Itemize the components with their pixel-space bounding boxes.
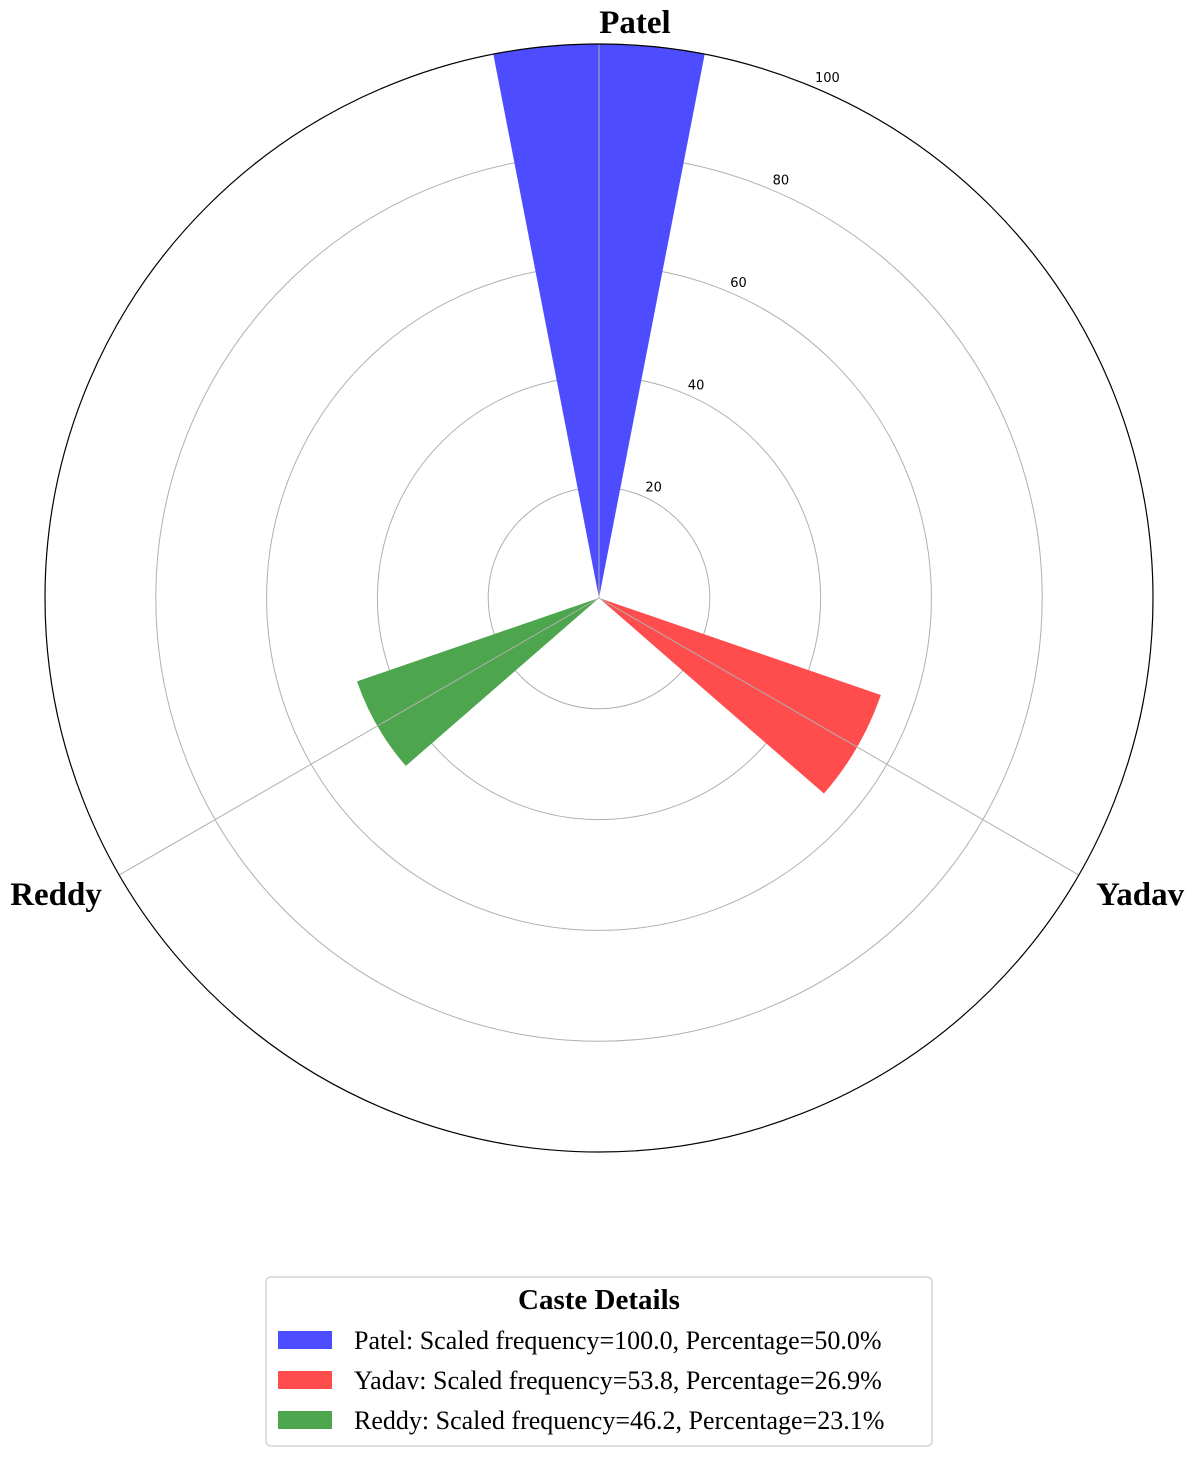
bar-reddy <box>356 598 599 766</box>
radial-tick-80: 80 <box>773 174 790 189</box>
outer-circle <box>44 43 1154 1153</box>
legend-title: Caste Details <box>518 1284 680 1316</box>
radial-tick-40: 40 <box>688 378 705 393</box>
bar-yadav <box>599 598 881 794</box>
legend-swatch-yadav <box>278 1371 332 1389</box>
legend-entry-yadav: Yadav: Scaled frequency=53.8, Percentage… <box>354 1366 882 1395</box>
spoke-reddy <box>118 597 600 876</box>
radial-tick-60: 60 <box>730 276 747 291</box>
outer-frame <box>44 43 1154 1153</box>
legend-entry-reddy: Reddy: Scaled frequency=46.2, Percentage… <box>354 1406 884 1435</box>
category-label-patel: Patel <box>599 5 670 41</box>
legend-entry-patel: Patel: Scaled frequency=100.0, Percentag… <box>354 1326 881 1355</box>
category-labels: Patel Yadav Reddy <box>10 5 1184 913</box>
spoke-yadav <box>598 597 1080 876</box>
legend-box <box>265 1276 933 1447</box>
radial-tick-100: 100 <box>815 71 840 86</box>
bars <box>356 44 881 794</box>
legend-swatch-patel <box>278 1331 332 1349</box>
legend-swatch-reddy <box>278 1411 332 1429</box>
angular-grid-lines <box>118 44 1080 876</box>
category-label-yadav: Yadav <box>1096 877 1185 913</box>
category-label-reddy: Reddy <box>10 877 102 913</box>
legend: Caste Details Patel: Scaled frequency=10… <box>265 1276 933 1447</box>
radial-tick-labels: 20 40 60 80 100 <box>645 71 839 495</box>
radial-tick-20: 20 <box>645 481 662 496</box>
